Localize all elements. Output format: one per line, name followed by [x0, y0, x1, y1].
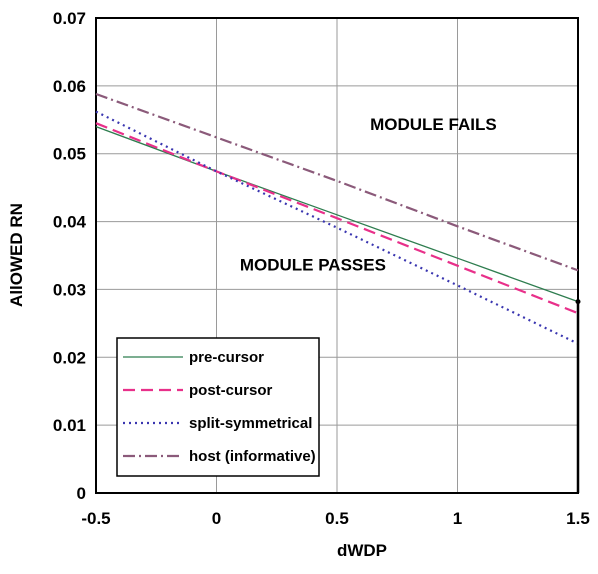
legend: pre-cursor post-cursor split-symmetrical ho…: [116, 337, 320, 477]
annotation-module-fails: MODULE FAILS: [370, 115, 497, 134]
x-tick-label: 0: [212, 509, 221, 528]
x-tick-label: 1: [453, 509, 462, 528]
x-tick-label: 0.5: [325, 509, 349, 528]
y-tick-label: 0.06: [53, 77, 86, 96]
legend-label-host-informative: host (informative): [189, 448, 316, 465]
legend-label-post-cursor: post-cursor: [189, 382, 273, 399]
y-tick-label: 0.07: [53, 9, 86, 28]
y-tick-label: 0.04: [53, 213, 87, 232]
legend-label-pre-cursor: pre-cursor: [189, 349, 264, 366]
y-axis-title: AllOWED RN: [7, 203, 26, 307]
plot-area-frame: [95, 17, 579, 494]
x-tick-label: 1.5: [566, 509, 590, 528]
x-axis-title: dWDP: [337, 541, 387, 560]
threshold-marker: [575, 299, 581, 493]
annotations: MODULE FAILS MODULE PASSES: [240, 115, 497, 274]
legend-box: [116, 337, 320, 477]
series-lines: [95, 92, 579, 345]
x-axis-tick-labels: -0.5 0 0.5 1 1.5: [81, 509, 589, 528]
y-tick-label: 0: [77, 484, 86, 503]
annotation-module-passes: MODULE PASSES: [240, 255, 386, 274]
legend-label-split-symmetrical: split-symmetrical: [189, 415, 312, 432]
series-line-split-symmetrical: [95, 110, 579, 345]
series-line-pre-cursor: [95, 125, 579, 303]
y-tick-label: 0.05: [53, 145, 86, 164]
y-tick-label: 0.02: [53, 348, 86, 367]
y-axis-tick-labels: 0 0.01 0.02 0.03 0.04 0.05 0.06 0.07: [53, 9, 87, 503]
threshold-marker-dot: [575, 299, 581, 305]
y-tick-label: 0.01: [53, 416, 86, 435]
x-tick-label: -0.5: [81, 509, 110, 528]
series-line-host-informative: [95, 92, 579, 272]
y-tick-label: 0.03: [53, 280, 86, 299]
series-line-post-cursor: [95, 122, 579, 315]
